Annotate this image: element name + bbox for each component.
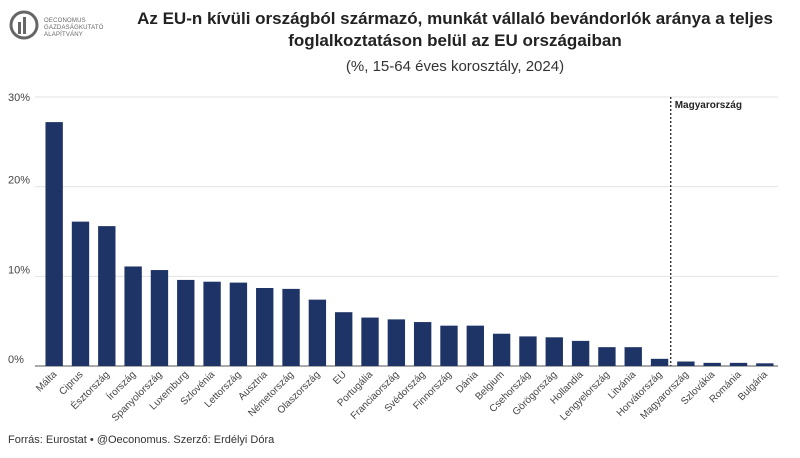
bar <box>124 266 142 366</box>
logo-line-3: ALAPÍTVÁNY <box>44 32 84 38</box>
bar <box>440 325 458 366</box>
bar <box>598 347 616 366</box>
chart-title-line-1: Az EU-n kívüli országból származó, munká… <box>137 9 773 28</box>
y-tick-label: 20% <box>8 175 30 187</box>
y-tick-label: 10% <box>8 264 30 276</box>
bar <box>387 319 406 366</box>
bar <box>413 322 432 366</box>
bar <box>335 312 353 366</box>
logo-text: OECONOMUS GAZDASÁGKUTATÓ ALAPÍTVÁNY <box>44 18 104 39</box>
bar <box>308 299 327 366</box>
bar <box>203 281 221 366</box>
x-tick-label: Bulgária <box>736 369 770 403</box>
bar <box>571 340 590 366</box>
bar <box>229 282 248 366</box>
logo-line-2: GAZDASÁGKUTATÓ <box>44 25 104 31</box>
bar <box>519 336 537 366</box>
bar <box>492 333 511 366</box>
bar <box>729 362 748 366</box>
bar <box>756 363 774 366</box>
oeconomus-logo-icon <box>9 10 39 40</box>
source-note: Forrás: Eurostat • @Oeconomus. Szerző: E… <box>8 434 275 446</box>
bar <box>150 270 169 366</box>
logo: OECONOMUS GAZDASÁGKUTATÓ ALAPÍTVÁNY <box>8 8 118 44</box>
chart-subtitle: (%, 15-64 éves korosztály, 2024) <box>345 58 565 75</box>
bar <box>361 317 379 366</box>
bar <box>677 361 695 366</box>
x-tick-label: Málta <box>34 369 59 394</box>
bar <box>466 325 484 366</box>
bar <box>650 358 669 366</box>
bar <box>624 347 642 366</box>
y-tick-label: 30% <box>8 92 30 104</box>
bar <box>545 337 563 366</box>
bar <box>71 221 90 366</box>
bar <box>703 362 721 366</box>
logo-line-1: OECONOMUS <box>44 18 86 24</box>
chart-title: Az EU-n kívüli országból származó, munká… <box>120 8 790 52</box>
x-tick-label: EU <box>331 369 349 387</box>
bar <box>282 288 300 366</box>
bar <box>177 279 195 366</box>
bar <box>256 287 274 366</box>
bar <box>45 122 63 367</box>
annotation-label: Magyarország <box>675 100 742 111</box>
y-tick-label: 0% <box>8 354 24 366</box>
chart-title-line-2: foglalkoztatáson belül az EU országaiban <box>288 31 622 50</box>
bar <box>98 226 116 366</box>
